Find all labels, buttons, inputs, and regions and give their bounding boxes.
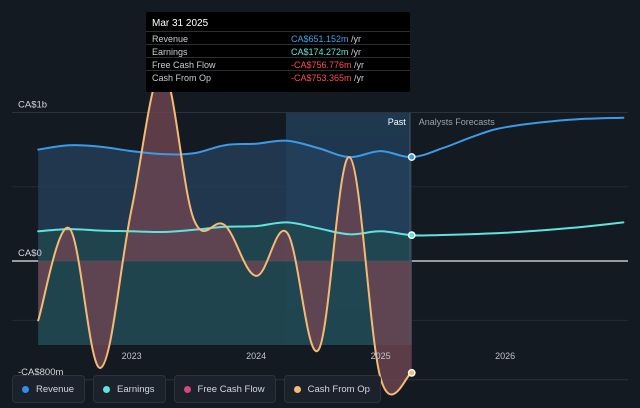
tooltip: Mar 31 2025 Revenue CA$651.152m /yr Earn… bbox=[146, 12, 410, 92]
legend-item-earnings[interactable]: Earnings bbox=[93, 375, 166, 403]
tooltip-label-revenue: Revenue bbox=[152, 34, 189, 44]
legend-dot-earnings bbox=[103, 385, 111, 393]
tooltip-row-free-cash-flow: Free Cash Flow -CA$756.776m /yr bbox=[146, 57, 410, 71]
legend-dot-cash-from-op bbox=[293, 385, 301, 393]
y-tick-label: -CA$800m bbox=[18, 367, 63, 378]
tooltip-unit-cash-from-op: /yr bbox=[351, 73, 365, 83]
x-tick-label: 2025 bbox=[371, 351, 391, 361]
legend-label-earnings: Earnings bbox=[117, 383, 155, 395]
tooltip-label-free-cash-flow: Free Cash Flow bbox=[152, 60, 216, 70]
legend-label-cash-from-op: Cash From Op bbox=[307, 383, 370, 395]
x-tick-label: 2023 bbox=[122, 351, 142, 361]
analysts-forecasts-label: Analysts Forecasts bbox=[419, 117, 496, 127]
y-tick-label: CA$0 bbox=[18, 248, 42, 259]
legend-dot-free-cash-flow bbox=[183, 385, 191, 393]
tooltip-row-revenue: Revenue CA$651.152m /yr bbox=[146, 31, 410, 45]
area-cash-from-op bbox=[38, 70, 412, 395]
tooltip-value-earnings: CA$174.272m bbox=[291, 47, 349, 57]
marker-earnings bbox=[407, 231, 416, 240]
tooltip-date: Mar 31 2025 bbox=[152, 18, 209, 29]
line-earnings bbox=[37, 221, 625, 237]
tooltip-label-earnings: Earnings bbox=[152, 47, 188, 57]
legend: Revenue Earnings Free Cash Flow Cash Fro… bbox=[12, 375, 381, 403]
legend-label-free-cash-flow: Free Cash Flow bbox=[197, 383, 265, 395]
tooltip-row-earnings: Earnings CA$174.272m /yr bbox=[146, 44, 410, 58]
tooltip-unit-free-cash-flow: /yr bbox=[351, 60, 365, 70]
tooltip-label-cash-from-op: Cash From Op bbox=[152, 73, 212, 83]
marker-revenue bbox=[407, 153, 416, 161]
x-tick-label: 2024 bbox=[246, 351, 266, 361]
tooltip-row-cash-from-op: Cash From Op -CA$753.365m /yr bbox=[146, 70, 410, 84]
marker-cash-from-op bbox=[407, 368, 416, 377]
x-tick-label: 2026 bbox=[495, 351, 515, 361]
y-tick-label: CA$1b bbox=[18, 100, 47, 111]
legend-item-revenue[interactable]: Revenue bbox=[12, 375, 86, 403]
tooltip-unit-revenue: /yr bbox=[348, 34, 362, 44]
legend-dot-revenue bbox=[22, 385, 29, 393]
tooltip-unit-earnings: /yr bbox=[348, 47, 362, 57]
tooltip-value-cash-from-op: -CA$753.365m bbox=[291, 73, 352, 83]
tooltip-value-free-cash-flow: -CA$756.776m bbox=[291, 60, 352, 70]
legend-label-revenue: Revenue bbox=[36, 383, 75, 395]
line-cash-from-op bbox=[37, 69, 413, 396]
tooltip-value-revenue: CA$651.152m bbox=[291, 34, 349, 44]
legend-item-free-cash-flow[interactable]: Free Cash Flow bbox=[173, 375, 276, 403]
legend-item-cash-from-op[interactable]: Cash From Op bbox=[283, 375, 381, 403]
line-revenue bbox=[37, 116, 625, 159]
past-label: Past bbox=[388, 117, 407, 127]
